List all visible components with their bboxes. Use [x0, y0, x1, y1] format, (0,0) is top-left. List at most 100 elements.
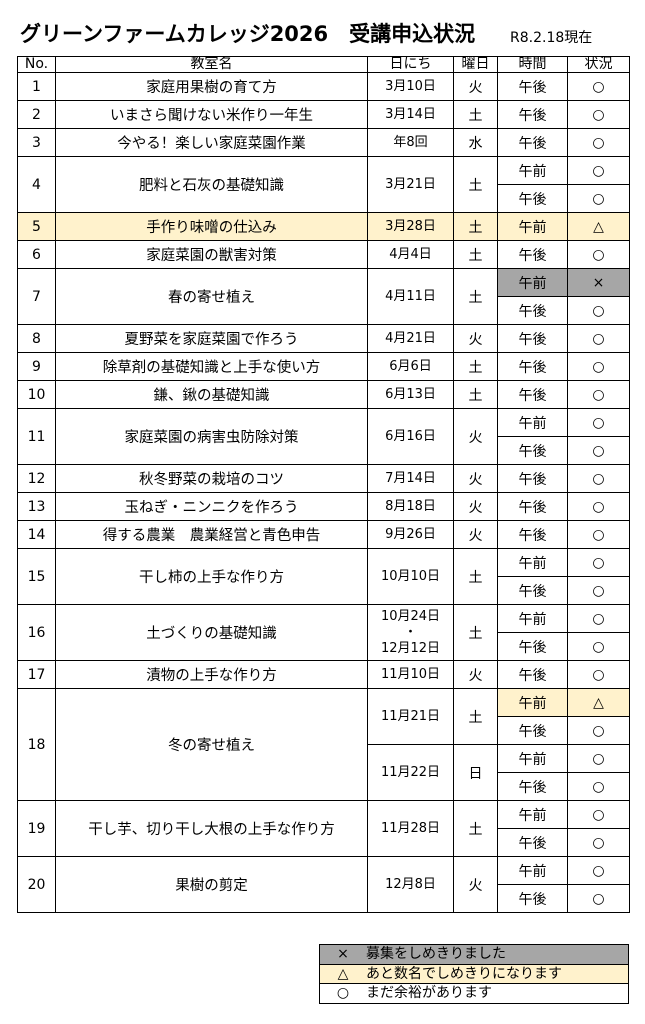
session-status: ○: [567, 828, 630, 857]
class-date: 8月18日: [367, 492, 454, 521]
session-time: 午前: [497, 688, 568, 717]
class-number: 9: [17, 352, 56, 381]
class-number: 19: [17, 800, 56, 857]
class-day: 土: [453, 688, 498, 745]
session-time: 午後: [497, 324, 568, 353]
table-row: 11 家庭菜園の病害虫防除対策 6月16日 火午前 ○: [17, 408, 630, 465]
class-number: 15: [17, 548, 56, 605]
class-date: 10月10日: [367, 548, 454, 605]
session-time: 午前: [497, 548, 568, 577]
class-day: 土: [453, 268, 498, 325]
session-status: ○: [567, 632, 630, 661]
class-date: 3月28日: [367, 212, 454, 241]
session-time: 午後: [497, 464, 568, 493]
table-row: 7 春の寄せ植え 4月11日 土午前 ×: [17, 268, 630, 325]
class-name: 鎌、鍬の基礎知識: [55, 380, 368, 409]
class-day: 火: [453, 660, 498, 689]
class-date: 10月24日・ 12月12日: [367, 604, 454, 661]
class-date-line: 3月14日: [385, 106, 436, 122]
table-row: 11月22日日午前 ○: [18, 744, 630, 801]
session-status: ○: [567, 464, 630, 493]
session-status: ○: [567, 408, 630, 437]
class-name: 家庭菜園の獣害対策: [55, 240, 368, 269]
class-name: 得する農業 農業経営と青色申告: [55, 520, 368, 549]
class-day: 火: [453, 492, 498, 521]
class-date: 年8回: [367, 128, 454, 157]
class-date-line: 6月13日: [385, 386, 436, 402]
class-name: 除草剤の基礎知識と上手な使い方: [55, 352, 368, 381]
table-row: 2 いまさら聞けない米作り一年生 3月14日 土午後 ○: [17, 100, 630, 129]
session-status: ○: [567, 772, 630, 801]
session-time: 午前: [497, 268, 568, 297]
session-time: 午後: [497, 660, 568, 689]
table-row: 19 干し芋、切り干し大根の上手な作り方 11月28日土午前 ○: [17, 800, 630, 857]
class-date-line: 6月6日: [389, 358, 432, 374]
header-row: No. 教室名 日にち 曜日 時間 状況: [17, 56, 630, 73]
legend-text: あと数名でしめきりになります: [366, 965, 562, 982]
class-day: 火: [453, 464, 498, 493]
class-date-line: 4月11日: [385, 288, 436, 304]
table-row: 16 土づくりの基礎知識 10月24日・ 12月12日土午前 ○: [17, 604, 630, 661]
legend-item: ○ まだ余裕があります: [320, 983, 628, 1003]
class-name: 漬物の上手な作り方: [55, 660, 368, 689]
session-time: 午前: [497, 156, 568, 185]
table-row: 午後 ○: [18, 296, 630, 325]
session-status: ○: [567, 492, 630, 521]
class-name: 肥料と石灰の基礎知識: [55, 156, 368, 213]
as-of-date: R8.2.18現在: [510, 30, 593, 46]
session-status: ○: [567, 380, 630, 409]
class-name: 果樹の剪定: [55, 856, 368, 913]
class-date-line: 11月21日: [380, 708, 441, 724]
class-name: 土づくりの基礎知識: [55, 604, 368, 661]
class-name: 手作り味噌の仕込み: [55, 212, 368, 241]
class-date-line: 7月14日: [385, 470, 436, 486]
class-day: 土: [453, 212, 498, 241]
session-status: ○: [567, 72, 630, 101]
class-number: 4: [17, 156, 56, 213]
class-number: 12: [17, 464, 56, 493]
class-day: 火: [453, 856, 498, 913]
class-date-line: 3月21日: [385, 176, 436, 192]
session-status: ○: [567, 548, 630, 577]
header-no: No.: [17, 56, 56, 73]
header-day: 曜日: [453, 56, 498, 73]
class-date: 11月10日: [367, 660, 454, 689]
class-number: 2: [17, 100, 56, 129]
table-row: 午後 ○: [18, 772, 630, 801]
session-time: 午後: [497, 492, 568, 521]
class-date-line: 9月26日: [385, 526, 436, 542]
session-status: ○: [567, 576, 630, 605]
class-date-line: 4月4日: [389, 246, 432, 262]
class-day: 土: [453, 380, 498, 409]
session-time: 午後: [497, 716, 568, 745]
class-name: 春の寄せ植え: [55, 268, 368, 325]
class-day: 土: [453, 352, 498, 381]
class-number: 18: [17, 688, 56, 801]
class-name: 干し柿の上手な作り方: [55, 548, 368, 605]
class-date: 9月26日: [367, 520, 454, 549]
session-status: ○: [567, 296, 630, 325]
class-date-line: 4月21日: [385, 330, 436, 346]
session-status: ○: [567, 856, 630, 885]
table-row: 午後 ○: [18, 884, 630, 913]
header-name: 教室名: [55, 56, 368, 73]
table-row: 3 今やる！楽しい家庭菜園作業 年8回 水午後 ○: [17, 128, 630, 157]
class-day: 土: [453, 240, 498, 269]
class-name: 家庭菜園の病害虫防除対策: [55, 408, 368, 465]
session-status: ○: [567, 800, 630, 829]
class-name: 今やる！楽しい家庭菜園作業: [55, 128, 368, 157]
session-time: 午後: [497, 828, 568, 857]
class-date-line: 12月12日: [380, 640, 441, 656]
legend-symbol: ×: [337, 946, 349, 962]
session-time: 午後: [497, 72, 568, 101]
class-day: 火: [453, 72, 498, 101]
class-number: 17: [17, 660, 56, 689]
class-number: 16: [17, 604, 56, 661]
table-row: 午後 ○: [18, 632, 630, 661]
class-date: 3月10日: [367, 72, 454, 101]
class-number: 8: [17, 324, 56, 353]
class-day: 火: [453, 408, 498, 465]
session-status: ○: [567, 100, 630, 129]
table-row: 6 家庭菜園の獣害対策 4月4日 土午後 ○: [17, 240, 630, 269]
class-name: いまさら聞けない米作り一年生: [55, 100, 368, 129]
